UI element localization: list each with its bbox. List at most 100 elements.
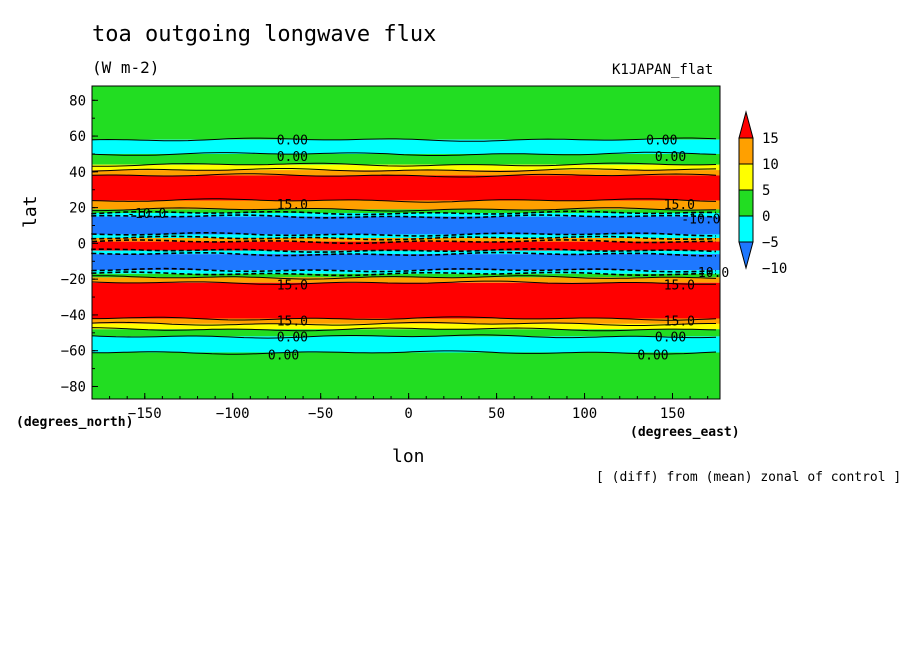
y-tick-label: 60 <box>69 129 86 145</box>
contour-line-12 <box>91 248 717 253</box>
contour-label-13: 0.00 <box>277 330 308 345</box>
colorbar-segment-2 <box>738 189 754 217</box>
colorbar-label: −5 <box>762 235 779 251</box>
contour-line-6 <box>91 207 717 212</box>
contour-line-14 <box>91 267 717 273</box>
contour-label-10: 15.0 <box>664 279 695 294</box>
colorbar-label: 5 <box>762 183 770 199</box>
contour-line-4 <box>91 173 717 178</box>
band-18 <box>92 282 720 319</box>
band-6 <box>92 200 720 210</box>
contour-line-3 <box>91 168 717 173</box>
contour-line-7 <box>91 210 716 216</box>
contour-line-5 <box>91 198 717 203</box>
contour-label-0: 0.00 <box>277 134 308 149</box>
y-tick-label: 40 <box>69 165 86 181</box>
x-tick-label: 0 <box>404 406 412 422</box>
contour-line-17 <box>91 280 717 285</box>
contour-line-22 <box>91 350 717 355</box>
contour-line-10 <box>91 235 717 241</box>
colorbar: 15 10 5 0 −5 −10 <box>738 110 787 277</box>
band-12 <box>92 241 720 251</box>
x-tick-label: −100 <box>216 406 250 422</box>
y-tick-label: −60 <box>61 344 86 360</box>
contour-lines <box>91 137 717 355</box>
contour-label-12: 15.0 <box>664 314 695 329</box>
contour-label-9: 15.0 <box>277 279 308 294</box>
band-23 <box>92 352 720 399</box>
band-15 <box>92 270 720 274</box>
contour-line-20 <box>91 327 717 332</box>
x-axis-unit: (degrees_east) <box>630 425 740 440</box>
contour-label-3: 0.00 <box>655 150 686 165</box>
band-20 <box>92 323 720 330</box>
contour-line-19 <box>91 321 716 326</box>
contour-label-15: 0.00 <box>268 348 299 363</box>
band-9 <box>92 216 720 235</box>
y-tick-label: −80 <box>61 379 86 395</box>
colorbar-label: 0 <box>762 209 770 225</box>
band-17 <box>92 277 720 283</box>
band-4 <box>92 170 720 176</box>
band-13 <box>92 250 720 255</box>
y-tick-label: −40 <box>61 308 86 324</box>
chart-units: (W m-2) <box>92 58 160 77</box>
band-3 <box>92 164 720 171</box>
y-tick-label: −20 <box>61 272 86 288</box>
band-21 <box>92 329 720 337</box>
contour-label-4: 15.0 <box>277 198 308 213</box>
contour-label-2: 0.00 <box>277 150 308 165</box>
contour-label-7: -10.0 <box>681 212 720 227</box>
contour-label-6: -10.0 <box>127 207 166 222</box>
contour-line-11 <box>91 239 716 245</box>
x-tick-label: −50 <box>308 406 333 422</box>
y-tick-label: 20 <box>69 201 86 217</box>
contour-label-8: -10.0 <box>690 266 729 281</box>
y-axis-unit: (degrees_north) <box>16 415 134 430</box>
contour-label-1: 0.00 <box>646 134 677 149</box>
contour-line-2 <box>91 162 717 167</box>
band-5 <box>92 175 720 201</box>
contour-line-15 <box>91 271 716 277</box>
colorbar-label: 10 <box>762 157 779 173</box>
contour-label-14: 0.00 <box>655 330 686 345</box>
band-0 <box>92 86 720 140</box>
contour-label-11: 15.0 <box>277 314 308 329</box>
colorbar-segment-1 <box>738 163 754 191</box>
band-22 <box>92 336 720 353</box>
contour-label-16: 0.00 <box>637 348 668 363</box>
colorbar-label: 15 <box>762 131 779 147</box>
band-14 <box>92 254 720 271</box>
x-axis-ticks: −150 −100 −50 0 50 100 150 <box>109 393 709 422</box>
contour-line-0 <box>91 137 717 142</box>
chart-title: toa outgoing longwave flux <box>92 22 437 47</box>
band-19 <box>92 318 720 324</box>
colorbar-top-arrow <box>738 110 754 139</box>
colorbar-bottom-arrow <box>738 241 754 270</box>
contour-line-16 <box>91 275 717 280</box>
x-tick-label: 150 <box>660 406 685 422</box>
band-8 <box>92 212 720 217</box>
y-tick-label: 0 <box>78 236 86 252</box>
x-axis-label: lon <box>392 446 425 467</box>
colorbar-segment-0 <box>738 137 754 165</box>
band-1 <box>92 139 720 154</box>
plot-frame <box>91 85 721 400</box>
contour-line-13 <box>91 251 716 257</box>
y-axis-ticks: −80 −60 −40 −20 0 20 40 60 80 <box>61 93 98 395</box>
comparison-note: [ (diff) from (mean) zonal of control ] <box>596 470 902 485</box>
x-tick-label: −150 <box>128 406 162 422</box>
contour-line-21 <box>91 334 717 339</box>
contour-line-1 <box>91 151 717 156</box>
contour-label-5: 15.0 <box>664 198 695 213</box>
contour-line-8 <box>91 214 717 219</box>
y-tick-label: 80 <box>69 93 86 109</box>
colorbar-label: −10 <box>762 261 787 277</box>
x-tick-label: 100 <box>572 406 597 422</box>
contour-line-18 <box>91 316 717 321</box>
contour-line-9 <box>91 232 717 237</box>
x-tick-label: 50 <box>488 406 505 422</box>
colorbar-segment-3 <box>738 215 754 243</box>
